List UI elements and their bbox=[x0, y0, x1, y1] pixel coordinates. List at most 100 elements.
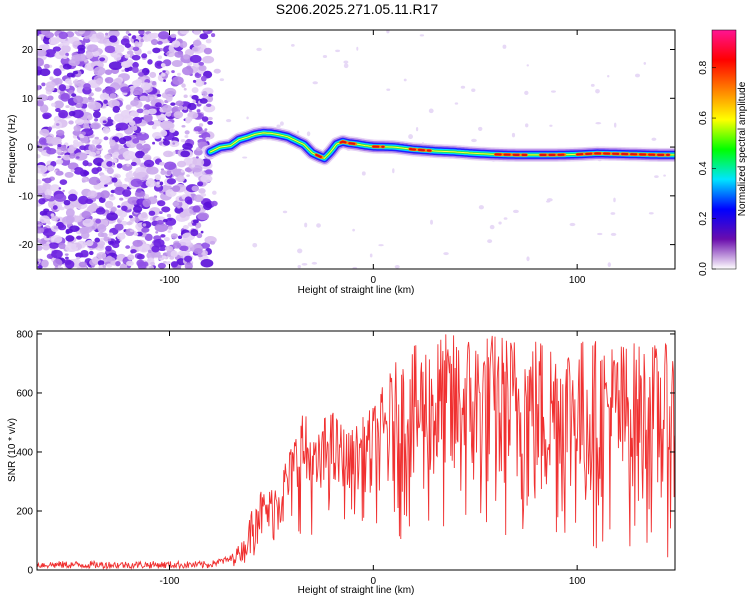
noise-blob bbox=[108, 232, 114, 237]
noise-blob bbox=[60, 56, 71, 66]
noise-blob bbox=[193, 126, 203, 132]
noise-speck bbox=[595, 121, 602, 125]
noise-blob bbox=[163, 79, 166, 83]
noise-blob bbox=[132, 61, 139, 69]
noise-blob bbox=[184, 262, 193, 269]
noise-blob bbox=[103, 60, 108, 63]
noise-blob bbox=[136, 188, 142, 193]
noise-blob bbox=[207, 116, 213, 121]
noise-speck bbox=[643, 62, 647, 65]
noise-speck bbox=[471, 138, 477, 143]
noise-blob bbox=[178, 250, 185, 256]
noise-blob bbox=[137, 228, 142, 231]
noise-blob bbox=[200, 174, 213, 183]
noise-blob bbox=[132, 239, 143, 247]
noise-blob bbox=[49, 76, 54, 81]
noise-speck bbox=[489, 224, 495, 230]
noise-blob bbox=[157, 55, 163, 60]
noise-blob bbox=[200, 258, 214, 268]
noise-blob bbox=[127, 254, 135, 261]
noise-blob bbox=[164, 217, 177, 226]
noise-blob bbox=[91, 50, 100, 57]
noise-blob bbox=[77, 30, 86, 35]
noise-blob bbox=[138, 243, 150, 253]
noise-blob bbox=[173, 111, 184, 119]
noise-blob bbox=[198, 188, 206, 194]
noise-blob bbox=[143, 115, 153, 122]
noise-speck bbox=[246, 116, 249, 120]
noise-blob bbox=[136, 108, 144, 114]
noise-blob bbox=[122, 150, 137, 160]
noise-blob bbox=[183, 94, 188, 98]
noise-blob bbox=[159, 211, 163, 214]
noise-blob bbox=[146, 70, 150, 73]
noise-speck bbox=[282, 210, 288, 214]
noise-blob bbox=[43, 177, 52, 184]
noise-blob bbox=[213, 68, 221, 74]
noise-blob bbox=[132, 46, 140, 52]
noise-blob bbox=[208, 93, 214, 97]
noise-blob bbox=[207, 120, 213, 125]
noise-blob bbox=[132, 205, 143, 213]
noise-blob bbox=[132, 138, 140, 144]
noise-speck bbox=[301, 263, 308, 266]
noise-blob bbox=[50, 215, 59, 222]
noise-blob bbox=[142, 198, 152, 208]
noise-blob bbox=[76, 256, 81, 260]
noise-blob bbox=[55, 170, 64, 176]
noise-blob bbox=[202, 91, 208, 97]
noise-blob bbox=[131, 35, 137, 40]
noise-blob bbox=[181, 124, 186, 128]
noise-blob bbox=[60, 92, 70, 102]
noise-blob bbox=[97, 232, 105, 238]
noise-blob bbox=[131, 54, 141, 61]
noise-blob bbox=[102, 264, 107, 268]
noise-blob bbox=[48, 242, 59, 249]
noise-speck bbox=[595, 89, 600, 94]
noise-speck bbox=[478, 126, 483, 132]
noise-blob bbox=[37, 265, 43, 269]
noise-blob bbox=[58, 242, 66, 250]
noise-blob bbox=[44, 136, 55, 144]
noise-blob bbox=[154, 122, 159, 127]
noise-blob bbox=[88, 250, 94, 256]
noise-speck bbox=[276, 124, 281, 128]
ridge-hot-core bbox=[315, 153, 326, 160]
noise-blob bbox=[151, 131, 163, 139]
noise-blob bbox=[62, 63, 72, 70]
noise-blob bbox=[65, 235, 75, 242]
noise-blob bbox=[142, 261, 149, 267]
noise-blob bbox=[83, 123, 90, 129]
noise-blob bbox=[174, 51, 184, 58]
noise-blob bbox=[192, 219, 199, 224]
noise-blob bbox=[120, 220, 128, 226]
noise-speck bbox=[471, 88, 476, 93]
noise-blob bbox=[170, 102, 176, 106]
noise-blob bbox=[94, 87, 102, 92]
noise-blob bbox=[212, 190, 217, 195]
noise-speck bbox=[316, 223, 321, 228]
noise-blob bbox=[166, 213, 172, 218]
noise-blob bbox=[65, 105, 70, 109]
noise-speck bbox=[478, 205, 484, 210]
noise-blob bbox=[160, 63, 166, 68]
noise-blob bbox=[104, 184, 108, 187]
noise-blob bbox=[53, 68, 62, 77]
noise-speck bbox=[569, 222, 576, 227]
noise-blob bbox=[198, 135, 204, 138]
noise-speck bbox=[403, 78, 407, 82]
noise-blob bbox=[193, 194, 204, 203]
noise-blob bbox=[42, 112, 52, 119]
noise-blob bbox=[73, 125, 81, 132]
noise-blob bbox=[140, 173, 146, 178]
noise-blob bbox=[98, 243, 104, 249]
noise-blob bbox=[94, 136, 99, 140]
noise-blob bbox=[109, 139, 116, 147]
noise-blob bbox=[148, 265, 154, 269]
noise-blob bbox=[37, 245, 43, 251]
noise-blob bbox=[120, 86, 131, 93]
noise-blob bbox=[118, 137, 127, 145]
noise-blob bbox=[44, 188, 52, 197]
noise-speck bbox=[304, 222, 308, 228]
